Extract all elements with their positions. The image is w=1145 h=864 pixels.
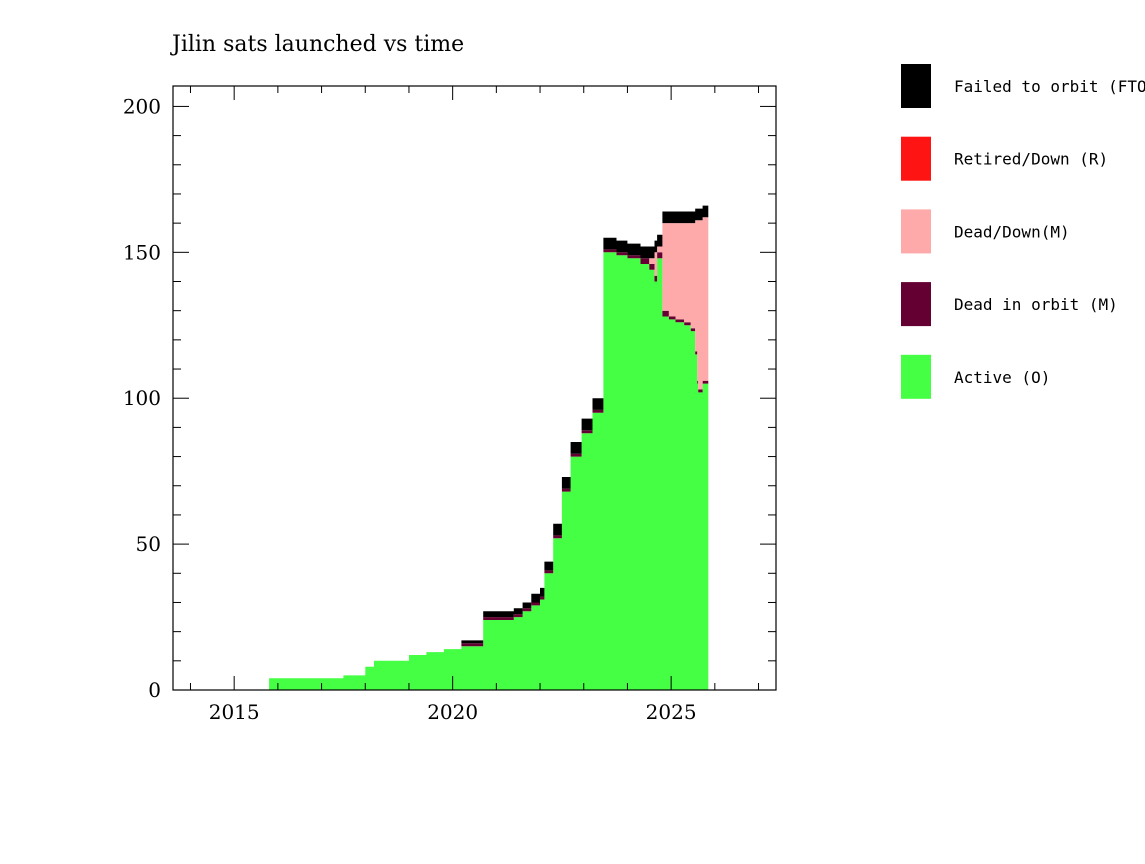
legend-label-dead-in-orbit-m: Dead in orbit (M)	[954, 295, 1118, 314]
area-active-o	[266, 252, 709, 691]
legend-label-retired-down-r: Retired/Down (R)	[954, 150, 1108, 169]
legend-label-active-o: Active (O)	[954, 368, 1050, 387]
y-tick-label: 0	[148, 678, 161, 702]
x-tick-label: 2025	[646, 700, 697, 724]
legend-swatch-retired-down-r	[901, 136, 931, 181]
legend: Failed to orbit (FTO) Retired/Down (R) Dea…	[901, 64, 1145, 399]
x-tick-label: 2015	[209, 700, 260, 724]
y-tick-label: 150	[123, 240, 161, 264]
axes: 2015 2020 2025 0 50 100 150 200	[123, 85, 777, 724]
plot-frame	[172, 85, 777, 691]
legend-swatch-dead-down-m	[901, 209, 931, 254]
area-dead-down-m	[266, 217, 709, 691]
y-tick-label: 100	[123, 386, 161, 410]
legend-swatch-dead-in-orbit-m	[901, 282, 931, 327]
x-tick-label: 2020	[427, 700, 478, 724]
chart-title: Jilin sats launched vs time	[170, 32, 464, 57]
series-areas	[266, 205, 709, 691]
legend-label-dead-down-m: Dead/Down(M)	[954, 222, 1070, 241]
y-tick-label: 50	[136, 532, 161, 556]
y-tick-label: 200	[123, 94, 161, 118]
legend-swatch-failed-to-orbit-fto	[901, 64, 931, 108]
legend-label-failed-to-orbit-fto: Failed to orbit (FTO)	[954, 77, 1145, 96]
legend-swatch-active-o	[901, 354, 931, 399]
